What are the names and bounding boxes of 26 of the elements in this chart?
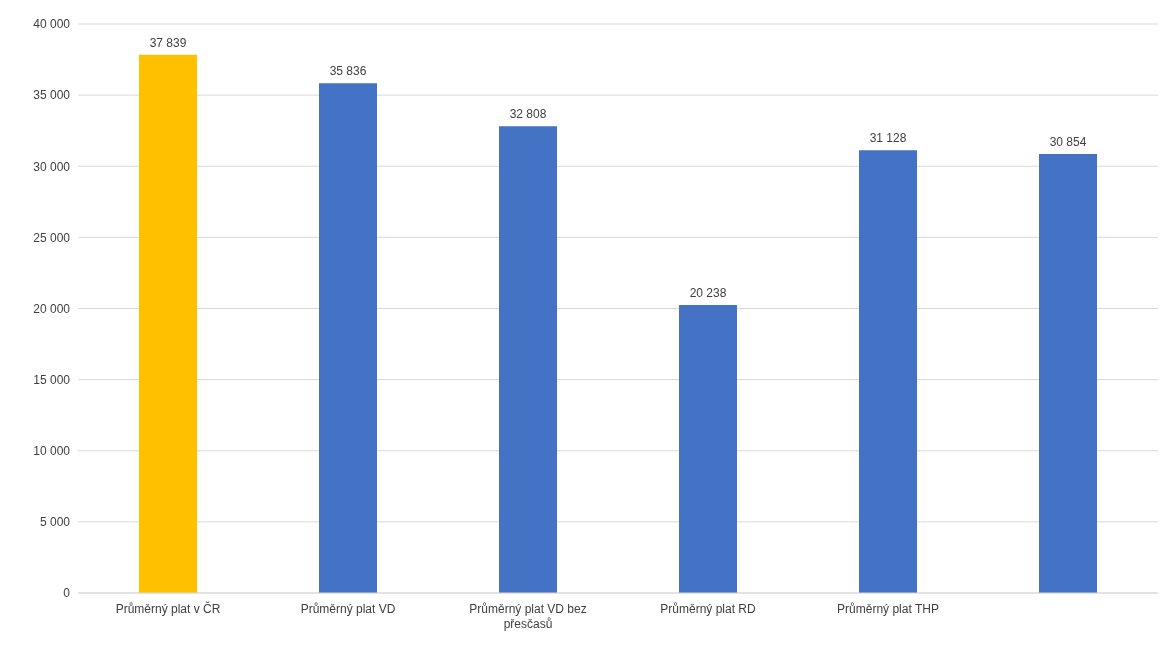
data-label: 32 808 — [509, 107, 547, 122]
data-label: 31 128 — [869, 131, 907, 146]
y-tick-label: 20 000 — [33, 301, 71, 316]
y-tick-label: 35 000 — [33, 88, 71, 103]
y-tick-label: 40 000 — [33, 17, 71, 32]
x-tick-label: Průměrný plat VD — [300, 602, 396, 616]
y-tick-label: 0 — [63, 586, 71, 601]
data-label: 30 854 — [1049, 135, 1087, 150]
data-label: 20 238 — [689, 286, 727, 301]
data-label: 37 839 — [149, 35, 187, 50]
y-tick-label: 30 000 — [33, 159, 71, 174]
x-tick-label: Průměrný plat RD — [660, 602, 757, 616]
bar — [859, 150, 917, 593]
data-label: 35 836 — [329, 64, 367, 79]
y-tick-label: 10 000 — [33, 444, 71, 459]
bar — [1039, 154, 1097, 593]
x-tick-label: Průměrný plat VD bez přesčasů — [469, 602, 587, 631]
bar — [319, 83, 377, 593]
bar — [679, 305, 737, 593]
y-tick-label: 5 000 — [39, 515, 71, 530]
bar — [499, 126, 557, 593]
x-tick-label: Průměrný plat v ČR — [115, 601, 221, 616]
y-tick-label: 25 000 — [33, 230, 71, 245]
x-tick-label: Průměrný plat THP — [837, 602, 939, 616]
y-tick-label: 15 000 — [33, 372, 71, 387]
bar — [139, 54, 197, 593]
